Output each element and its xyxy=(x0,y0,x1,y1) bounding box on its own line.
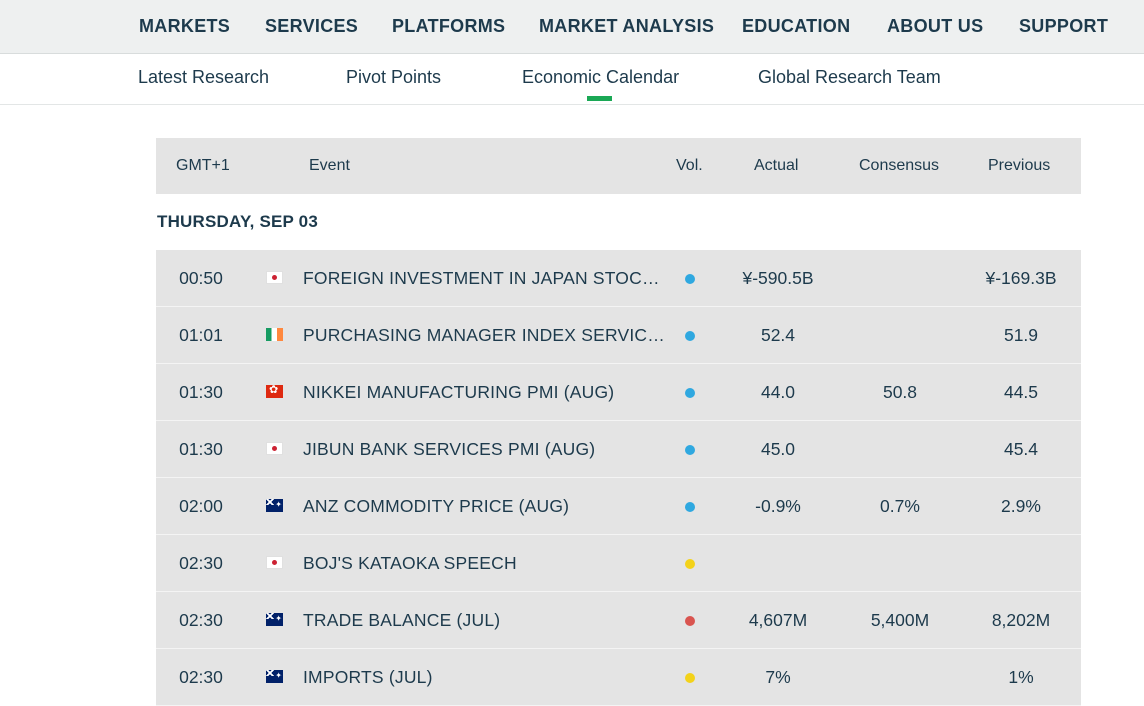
event-name[interactable]: JIBUN BANK SERVICES PMI (AUG) xyxy=(303,439,596,459)
actual-value: 7% xyxy=(765,667,791,687)
subnav-pivot-points[interactable]: Pivot Points xyxy=(346,67,442,87)
ireland-flag-icon xyxy=(266,328,283,341)
japan-flag-icon xyxy=(266,442,283,455)
event-time: 02:00 xyxy=(179,496,223,516)
nav-support[interactable]: SUPPORT xyxy=(1019,16,1109,36)
previous-value: 8,202M xyxy=(991,610,1051,630)
actual-value: -0.9% xyxy=(755,496,801,516)
previous-value: 1% xyxy=(1008,667,1034,687)
table-row[interactable]: 02:30 BOJ'S KATAOKA SPEECH xyxy=(156,535,1081,592)
header-event[interactable]: Event xyxy=(309,157,350,174)
event-name[interactable]: IMPORTS (JUL) xyxy=(303,667,433,687)
event-name[interactable]: PURCHASING MANAGER INDEX SERVICES... xyxy=(303,325,668,345)
actual-value: 52.4 xyxy=(760,325,796,345)
active-tab-indicator xyxy=(587,96,612,101)
consensus-value: 50.8 xyxy=(882,382,918,402)
event-name[interactable]: ANZ COMMODITY PRICE (AUG) xyxy=(303,496,570,516)
event-time: 01:30 xyxy=(179,382,223,402)
australia-flag-icon xyxy=(266,499,283,512)
volatility-red-dot-icon xyxy=(685,616,695,626)
header-vol[interactable]: Vol. xyxy=(676,157,703,174)
consensus-value: 0.7% xyxy=(880,496,920,516)
previous-value: ¥-169.3B xyxy=(985,268,1057,288)
japan-flag-icon xyxy=(266,556,283,569)
hong-kong-flag-icon xyxy=(266,383,283,398)
table-row[interactable]: 02:00 ANZ COMMODITY PRICE (AUG) -0.9% 0.7% 2… xyxy=(156,478,1081,535)
volatility-blue-dot-icon xyxy=(685,502,695,512)
actual-value: 4,607M xyxy=(748,610,808,630)
event-time: 01:30 xyxy=(179,439,223,459)
australia-flag-icon xyxy=(266,670,283,683)
nav-education[interactable]: EDUCATION xyxy=(742,16,851,36)
previous-value: 51.9 xyxy=(1003,325,1039,345)
date-group-label: THURSDAY, SEP 03 xyxy=(157,212,318,231)
volatility-blue-dot-icon xyxy=(685,274,695,284)
header-previous[interactable]: Previous xyxy=(988,157,1051,174)
actual-value: 45.0 xyxy=(760,439,796,459)
event-time: 00:50 xyxy=(179,268,223,288)
event-name[interactable]: BOJ'S KATAOKA SPEECH xyxy=(303,553,517,573)
table-row[interactable]: 01:30 JIBUN BANK SERVICES PMI (AUG) 45.0 45… xyxy=(156,421,1081,478)
consensus-value: 5,400M xyxy=(870,610,930,630)
event-time: 01:01 xyxy=(179,325,223,345)
event-name[interactable]: TRADE BALANCE (JUL) xyxy=(303,610,501,630)
top-navigation: MARKETS SERVICES PLATFORMS MARKET ANALYS… xyxy=(0,0,1144,54)
table-row[interactable]: 02:30 IMPORTS (JUL) 7% 1% xyxy=(156,649,1081,706)
volatility-yellow-dot-icon xyxy=(685,673,695,683)
subnav-economic-calendar[interactable]: Economic Calendar xyxy=(522,67,680,87)
nav-market-analysis[interactable]: MARKET ANALYSIS xyxy=(539,16,715,36)
nav-about-us[interactable]: ABOUT US xyxy=(887,16,984,36)
previous-value: 2.9% xyxy=(1001,496,1041,516)
table-row[interactable]: 02:30 TRADE BALANCE (JUL) 4,607M 5,400M 8,20… xyxy=(156,592,1081,649)
calendar-table-header: GMT+1 Event Vol. Actual Consensus Previo… xyxy=(156,138,1081,194)
volatility-blue-dot-icon xyxy=(685,445,695,455)
japan-flag-icon xyxy=(266,271,283,284)
event-time: 02:30 xyxy=(179,667,223,687)
table-row[interactable]: 01:30 NIKKEI MANUFACTURING PMI (AUG) 44.0 5… xyxy=(156,364,1081,421)
actual-value: 44.0 xyxy=(760,382,796,402)
actual-value: ¥-590.5B xyxy=(742,268,814,288)
header-actual[interactable]: Actual xyxy=(754,157,799,174)
table-row[interactable]: 00:50 FOREIGN INVESTMENT IN JAPAN STOCKS … xyxy=(156,250,1081,307)
nav-markets[interactable]: MARKETS xyxy=(139,16,231,36)
table-row[interactable]: 01:01 PURCHASING MANAGER INDEX SERVICES..… xyxy=(156,307,1081,364)
sub-navigation: Latest Research Pivot Points Economic Ca… xyxy=(0,54,1144,105)
australia-flag-icon xyxy=(266,613,283,626)
header-consensus[interactable]: Consensus xyxy=(859,157,940,174)
event-time: 02:30 xyxy=(179,553,223,573)
event-name[interactable]: NIKKEI MANUFACTURING PMI (AUG) xyxy=(303,382,615,402)
nav-platforms[interactable]: PLATFORMS xyxy=(392,16,506,36)
volatility-yellow-dot-icon xyxy=(685,559,695,569)
volatility-blue-dot-icon xyxy=(685,388,695,398)
header-time[interactable]: GMT+1 xyxy=(176,157,230,174)
event-name[interactable]: FOREIGN INVESTMENT IN JAPAN STOCKS ... xyxy=(303,268,668,288)
subnav-latest-research[interactable]: Latest Research xyxy=(138,67,270,87)
subnav-global-research-team[interactable]: Global Research Team xyxy=(758,67,941,87)
previous-value: 44.5 xyxy=(1003,382,1039,402)
previous-value: 45.4 xyxy=(1003,439,1039,459)
event-time: 02:30 xyxy=(179,610,223,630)
calendar-rows: 00:50 FOREIGN INVESTMENT IN JAPAN STOCKS … xyxy=(156,250,1081,706)
volatility-blue-dot-icon xyxy=(685,331,695,341)
nav-services[interactable]: SERVICES xyxy=(265,16,359,36)
